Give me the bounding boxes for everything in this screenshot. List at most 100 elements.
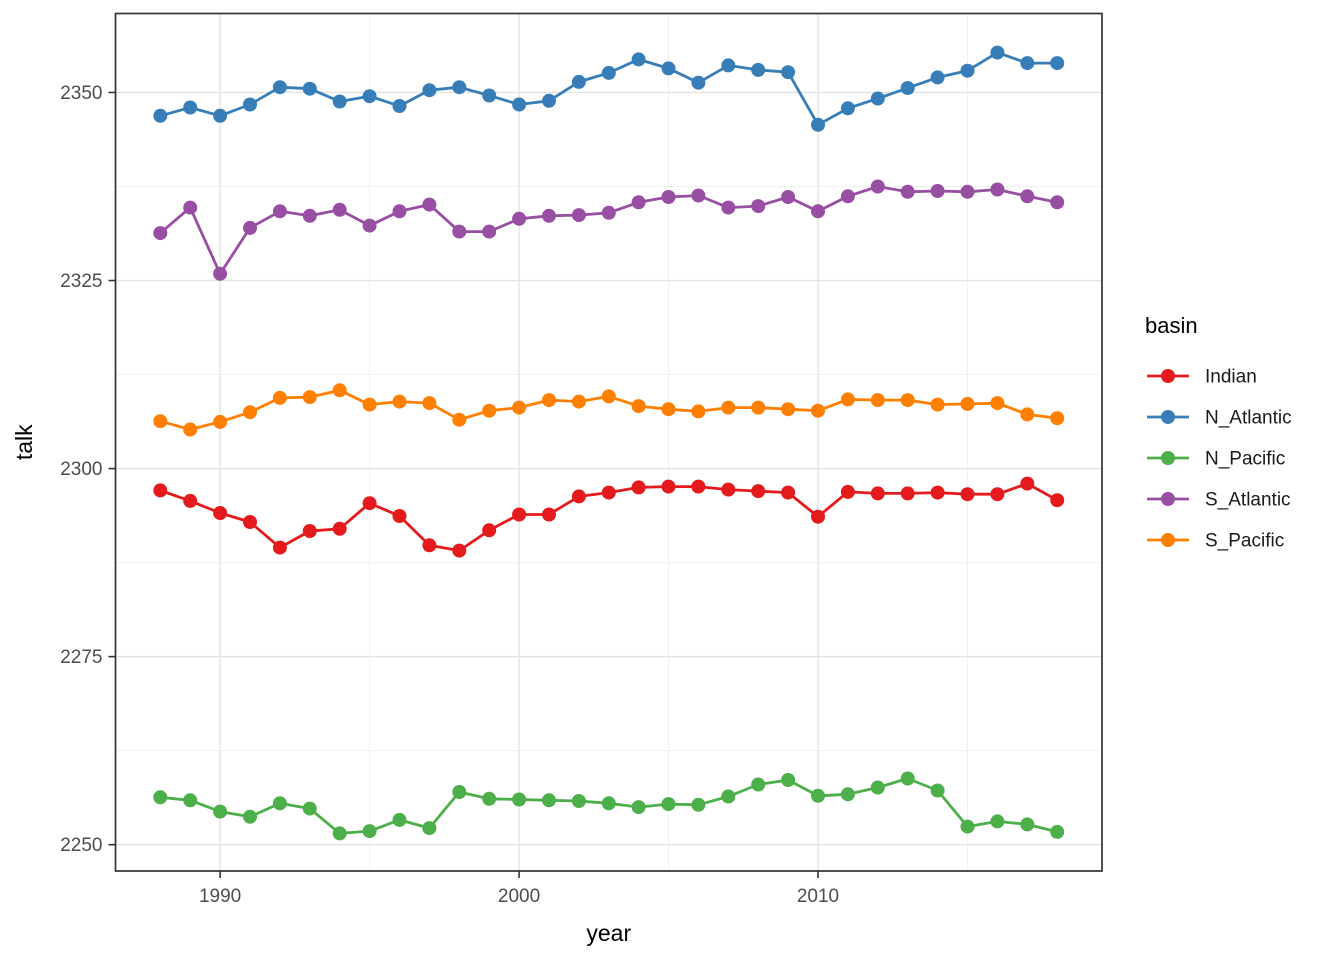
- series-point-Indian: [512, 507, 527, 522]
- series-point-S_Pacific: [392, 394, 407, 409]
- series-point-S_Pacific: [362, 397, 377, 412]
- legend: basin Indian N_Atlantic N_Pacific S_Atlantic…: [1145, 313, 1292, 552]
- series-point-S_Pacific: [422, 396, 437, 411]
- series-point-N_Atlantic: [542, 93, 556, 108]
- series-point-N_Pacific: [840, 787, 855, 802]
- series-point-S_Pacific: [243, 405, 257, 420]
- series-point-Indian: [302, 524, 317, 538]
- series-point-S_Pacific: [721, 400, 736, 415]
- series-point-N_Pacific: [362, 824, 377, 839]
- legend-item-S_Atlantic: S_Atlantic: [1147, 490, 1291, 511]
- series-point-Indian: [691, 479, 706, 494]
- series-point-S_Atlantic: [751, 199, 766, 214]
- series-point-S_Atlantic: [272, 204, 287, 219]
- series-point-N_Pacific: [272, 796, 287, 811]
- series-point-Indian: [571, 489, 586, 504]
- x-tick-label: 1990: [199, 886, 241, 907]
- series-point-S_Pacific: [542, 393, 556, 408]
- legend-key-point: [1161, 533, 1175, 547]
- series-point-N_Pacific: [213, 804, 228, 819]
- series-point-N_Atlantic: [571, 74, 586, 89]
- legend-label: Indian: [1205, 367, 1257, 388]
- series-point-S_Atlantic: [661, 190, 676, 204]
- series-point-Indian: [272, 540, 287, 555]
- series-point-S_Atlantic: [870, 179, 885, 194]
- series-point-S_Pacific: [1050, 411, 1065, 426]
- series-point-N_Pacific: [900, 771, 915, 786]
- series-point-N_Pacific: [1020, 817, 1035, 832]
- series-point-S_Atlantic: [183, 200, 198, 215]
- series-point-N_Pacific: [960, 819, 975, 834]
- y-tick-label: 2250: [60, 835, 102, 856]
- y-axis-title: talk: [11, 424, 37, 460]
- series-point-S_Atlantic: [1020, 189, 1035, 204]
- y-tick-label: 2275: [60, 647, 102, 668]
- legend-label: N_Pacific: [1205, 449, 1285, 470]
- series-point-Indian: [601, 485, 616, 500]
- series-point-Indian: [930, 485, 945, 500]
- series-point-N_Atlantic: [1020, 56, 1035, 71]
- series-point-N_Pacific: [811, 788, 825, 803]
- legend-label: N_Atlantic: [1205, 408, 1292, 429]
- series-point-S_Atlantic: [571, 208, 586, 223]
- series-point-S_Pacific: [930, 397, 945, 412]
- series-point-S_Atlantic: [691, 188, 706, 203]
- series-point-N_Pacific: [721, 789, 736, 804]
- series-point-N_Atlantic: [213, 108, 228, 123]
- series-point-S_Pacific: [183, 422, 198, 437]
- series-point-N_Atlantic: [422, 83, 437, 98]
- series-point-N_Atlantic: [153, 108, 168, 123]
- y-tick-label: 2300: [60, 459, 102, 480]
- series-point-N_Atlantic: [721, 58, 736, 73]
- series-point-N_Pacific: [302, 801, 317, 816]
- series-point-S_Atlantic: [811, 204, 825, 219]
- series-point-S_Pacific: [751, 400, 766, 415]
- series-point-Indian: [960, 487, 975, 502]
- legend-item-N_Atlantic: N_Atlantic: [1147, 408, 1292, 429]
- series-point-N_Pacific: [422, 821, 437, 836]
- series-point-S_Atlantic: [422, 197, 437, 212]
- series-point-S_Pacific: [811, 403, 825, 418]
- series-point-S_Pacific: [153, 414, 168, 429]
- series-N_Pacific: [153, 771, 1065, 841]
- series-point-Indian: [870, 486, 885, 501]
- series-point-N_Atlantic: [601, 65, 616, 80]
- series-point-S_Atlantic: [542, 208, 556, 223]
- series-N_Atlantic: [153, 45, 1065, 132]
- series-point-N_Pacific: [542, 793, 556, 808]
- plot-panel: [115, 13, 1102, 871]
- series-point-N_Pacific: [661, 797, 676, 812]
- series-point-N_Pacific: [631, 800, 646, 815]
- series-point-S_Atlantic: [601, 205, 616, 220]
- series-point-N_Pacific: [243, 809, 257, 824]
- series-point-S_Atlantic: [781, 190, 796, 204]
- series-point-Indian: [332, 521, 347, 536]
- series-point-S_Atlantic: [721, 200, 736, 215]
- series-point-S_Pacific: [870, 393, 885, 408]
- series-Indian: [153, 476, 1065, 558]
- series-point-S_Pacific: [213, 414, 228, 429]
- series-point-S_Atlantic: [243, 220, 257, 235]
- legend-label: S_Pacific: [1205, 531, 1284, 552]
- series-point-N_Atlantic: [691, 75, 706, 90]
- series-point-N_Atlantic: [990, 45, 1005, 60]
- series-point-N_Atlantic: [900, 81, 915, 95]
- series-point-S_Pacific: [1020, 407, 1035, 422]
- series-point-N_Pacific: [332, 826, 347, 841]
- series-point-N_Atlantic: [482, 88, 497, 103]
- series-point-Indian: [900, 486, 915, 501]
- series-point-S_Atlantic: [840, 189, 855, 204]
- series-point-Indian: [452, 543, 467, 558]
- series-point-S_Atlantic: [452, 224, 467, 239]
- grid-major: [115, 13, 1102, 871]
- series-point-Indian: [990, 487, 1005, 502]
- series-point-N_Pacific: [392, 812, 407, 827]
- series-point-S_Pacific: [781, 402, 796, 417]
- series-point-S_Pacific: [302, 390, 317, 405]
- series-point-S_Atlantic: [900, 184, 915, 199]
- series-point-N_Atlantic: [631, 52, 646, 67]
- series-point-N_Atlantic: [811, 117, 825, 132]
- legend-item-N_Pacific: N_Pacific: [1147, 449, 1285, 470]
- series-point-Indian: [1020, 476, 1035, 491]
